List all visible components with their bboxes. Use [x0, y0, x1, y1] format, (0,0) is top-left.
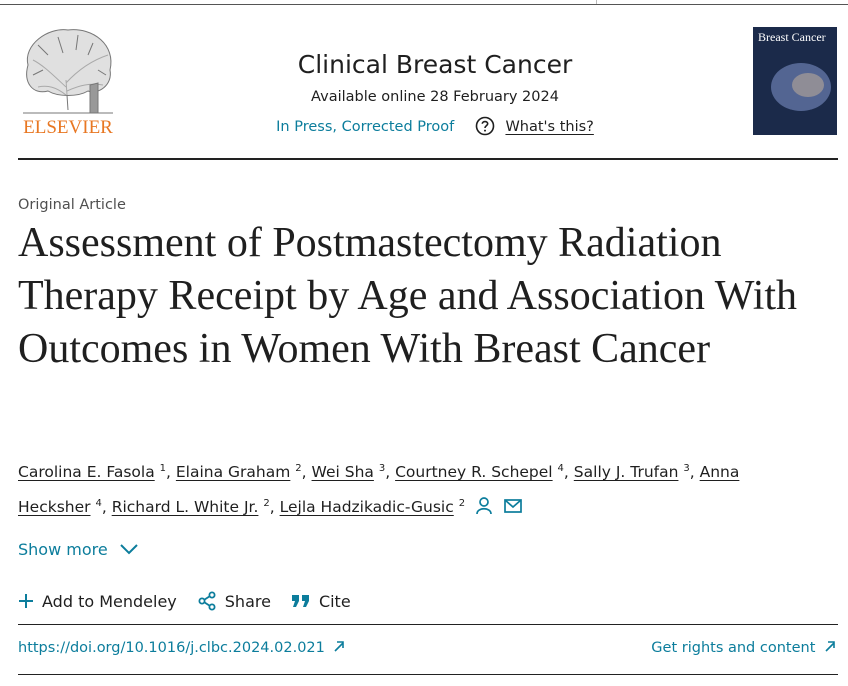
separator: , — [269, 498, 275, 517]
doi-text: https://doi.org/10.1016/j.clbc.2024.02.0… — [18, 640, 325, 656]
share-button[interactable]: Share — [197, 591, 271, 611]
show-more[interactable]: Show more — [18, 540, 139, 559]
publisher-logo[interactable]: ELSEVIER — [18, 25, 118, 137]
share-icon — [198, 591, 216, 611]
chevron-icon — [120, 544, 138, 555]
author-name[interactable]: Courtney R. Schepel — [395, 463, 553, 482]
doi-link[interactable]: https://doi.org/10.1016/j.clbc.2024.02.0… — [18, 640, 345, 656]
article-type: Original Article — [18, 197, 126, 213]
author-icons[interactable] — [475, 496, 523, 516]
affiliation: 4 — [95, 498, 102, 510]
rights-text: Get rights and content — [651, 640, 816, 656]
journal-cover[interactable]: Breast Cancer — [753, 27, 837, 135]
author-name[interactable]: Carolina E. Fasola — [18, 463, 155, 482]
action-label: Share — [224, 591, 271, 611]
separator: , — [689, 463, 695, 482]
author-name[interactable]: Wei Sha — [311, 463, 374, 482]
article-title: Assessment of Postmastectomy Radiation T… — [18, 220, 798, 372]
affiliation: 2 — [295, 463, 302, 474]
affiliation: 2 — [458, 498, 466, 510]
author-name[interactable]: Elaina Graham — [175, 463, 291, 482]
separator: , — [385, 463, 391, 482]
plus-icon — [19, 594, 33, 608]
affiliation: 4 — [557, 463, 564, 474]
affiliation: 2 — [263, 498, 270, 510]
author-name[interactable]: Richard L. White Jr. — [111, 498, 259, 517]
whats-this[interactable]: What's this? — [505, 119, 594, 135]
status-row: In Press, Corrected Proof What's this? — [200, 116, 670, 136]
mendeley-button[interactable]: Add to Mendeley — [18, 591, 177, 611]
author-name[interactable]: Lejla Hadzikadic-Gusic — [279, 498, 454, 517]
quote-icon — [291, 595, 309, 607]
top-tick — [596, 0, 597, 4]
action-bar: Add to Mendeley Share Cite — [18, 591, 351, 611]
separator: , — [101, 498, 107, 517]
cite-button[interactable]: Cite — [291, 591, 351, 611]
header-rule — [18, 158, 838, 160]
external-icon — [825, 641, 835, 652]
separator: , — [301, 463, 307, 482]
affiliation: 3 — [683, 463, 690, 474]
affiliation: 3 — [378, 463, 386, 474]
status[interactable]: In Press, Corrected Proof — [276, 119, 455, 135]
available-date: Available online 28 February 2024 — [311, 89, 559, 105]
affiliation: 1 — [159, 463, 167, 474]
help-icon[interactable] — [475, 116, 495, 136]
author-list: Carolina E. Fasola 1, Elaina Graham 2, W… — [18, 453, 778, 523]
separator: , — [166, 463, 171, 482]
author-name[interactable]: Sally J. Trufan — [573, 463, 679, 482]
doi-rule-bottom — [18, 674, 838, 675]
doi-rule-top — [18, 624, 838, 625]
show-more-label: Show more — [18, 540, 108, 559]
external-icon — [334, 641, 345, 652]
author-name[interactable]: Anna Hecksher — [18, 463, 740, 517]
cover-title: Breast Cancer — [758, 30, 826, 44]
action-label: Add to Mendeley — [42, 591, 177, 611]
top-border — [0, 4, 848, 5]
action-label: Cite — [318, 591, 351, 611]
rights-link[interactable]: Get rights and content — [651, 640, 836, 656]
separator: , — [563, 463, 569, 482]
publisher-name: ELSEVIER — [23, 117, 113, 137]
journal-title[interactable]: Clinical Breast Cancer — [297, 50, 573, 79]
